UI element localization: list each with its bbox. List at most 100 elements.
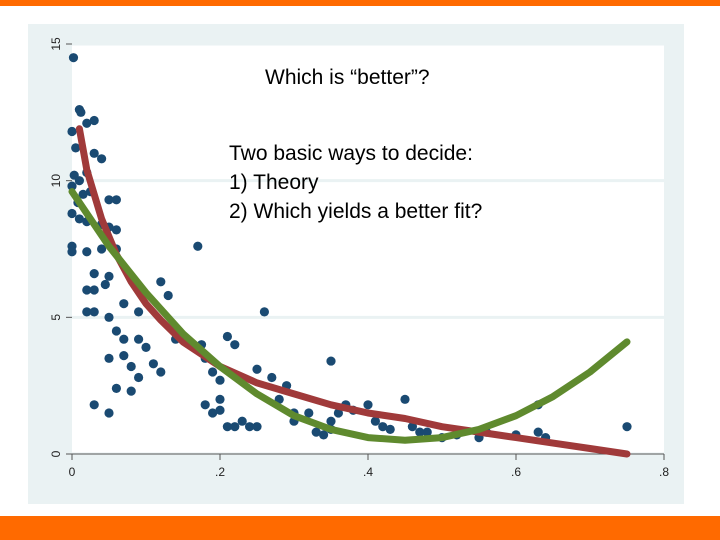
scatter-point xyxy=(89,148,99,158)
scatter-point xyxy=(134,334,144,344)
bullet-line-intro: Two basic ways to decide: xyxy=(229,142,473,165)
scatter-point xyxy=(89,115,99,126)
y-tick-label: 10 xyxy=(49,174,63,188)
x-tick-label: 0 xyxy=(69,465,76,479)
scatter-point xyxy=(100,279,110,290)
scatter-point xyxy=(378,422,388,432)
scatter-point xyxy=(119,334,129,344)
scatter-point xyxy=(156,367,166,377)
scatter-point xyxy=(415,427,425,437)
scatter-point xyxy=(104,195,114,205)
scatter-point xyxy=(311,427,321,437)
scatter-point xyxy=(222,331,232,342)
scatter-point xyxy=(104,353,114,363)
plot-area xyxy=(72,44,664,454)
scatter-point xyxy=(111,225,121,235)
scatter-point xyxy=(119,299,129,309)
scatter-point xyxy=(111,383,121,393)
scatter-point xyxy=(407,422,417,432)
scatter-point xyxy=(259,307,269,317)
fit-curves xyxy=(68,125,631,458)
scatter-point xyxy=(222,422,232,432)
scatter-point xyxy=(230,340,240,350)
scatter-point xyxy=(104,271,114,281)
scatter-point xyxy=(215,405,225,415)
scatter-point xyxy=(252,422,262,432)
scatter-point xyxy=(267,372,277,383)
bullet-line-fit: 2) Which yields a better fit? xyxy=(229,200,483,223)
question-text: Which is “better”? xyxy=(265,66,430,89)
scatter-point xyxy=(67,247,77,257)
scatter-point xyxy=(363,400,373,410)
scatter-plot: 0 5 10 15 0 .2 .4 .6 .8 xyxy=(28,24,684,504)
x-tick-label: .4 xyxy=(363,465,373,479)
scatter-point xyxy=(74,176,84,186)
scatter-point xyxy=(193,241,203,251)
scatter-point xyxy=(141,342,151,352)
scatter-point xyxy=(97,154,107,164)
scatter-point xyxy=(370,416,380,426)
x-tick-label: .2 xyxy=(215,465,225,479)
scatter-point xyxy=(230,422,240,432)
scatter-point xyxy=(163,290,173,301)
scatter-point xyxy=(89,307,99,317)
scatter-point xyxy=(134,307,144,317)
y-tick-label: 15 xyxy=(49,37,63,51)
scatter-point xyxy=(215,375,225,385)
scatter-point xyxy=(156,277,166,287)
scatter-point xyxy=(82,247,92,257)
scatter-point xyxy=(319,430,329,440)
top-accent-bar xyxy=(0,0,720,6)
scatter-point xyxy=(385,424,395,434)
scatter-point xyxy=(89,269,99,279)
bullet-text: Two basic ways to decide: 1) Theory 2) W… xyxy=(229,139,482,226)
scatter-point xyxy=(89,400,99,410)
scatter-point xyxy=(215,394,225,404)
scatter-point xyxy=(82,118,92,128)
scatter-point xyxy=(82,285,92,295)
scatter-point xyxy=(333,408,343,418)
scatter-point xyxy=(104,312,114,322)
scatter-point xyxy=(422,427,432,437)
scatter-point xyxy=(82,307,92,317)
scatter-point xyxy=(533,427,543,437)
scatter-point xyxy=(148,359,158,369)
scatter-point xyxy=(208,408,218,418)
scatter-point xyxy=(111,195,121,205)
scatter-point xyxy=(67,208,77,219)
scatter-point xyxy=(78,189,88,199)
scatter-point xyxy=(400,394,410,404)
scatter-point xyxy=(237,416,247,426)
scatter-point xyxy=(208,367,218,377)
y-tick-label: 5 xyxy=(49,314,63,321)
scatter-point xyxy=(67,181,77,191)
scatter-point xyxy=(71,143,81,153)
scatter-point xyxy=(304,408,314,418)
scatter-point xyxy=(326,416,336,426)
scatter-point xyxy=(134,372,144,383)
scatter-point xyxy=(76,107,86,117)
x-tick-label: .8 xyxy=(659,465,669,479)
scatter-point xyxy=(89,285,99,295)
scatter-point xyxy=(74,214,84,224)
scatter-point xyxy=(245,422,255,432)
x-tick-label: .6 xyxy=(511,465,521,479)
scatter-point xyxy=(119,351,129,361)
y-tick-label: 0 xyxy=(49,450,63,457)
scatter-point xyxy=(126,386,136,396)
scatter-point xyxy=(68,53,79,63)
scatter-point xyxy=(126,361,136,372)
scatter-point xyxy=(326,356,336,366)
bullet-line-theory: 1) Theory xyxy=(229,171,319,194)
green-quadratic-curve xyxy=(68,188,631,444)
scatter-point xyxy=(97,244,107,254)
scatter-point xyxy=(67,126,77,137)
scatter-point xyxy=(200,400,210,410)
scatter-point xyxy=(252,364,262,374)
scatter-point xyxy=(622,422,632,432)
bottom-accent-bar xyxy=(0,516,720,540)
chart: 0 5 10 15 0 .2 .4 .6 .8 xyxy=(28,24,684,504)
scatter-point xyxy=(111,326,121,336)
axes: 0 5 10 15 0 .2 .4 .6 .8 xyxy=(49,37,669,479)
scatter-point xyxy=(104,408,114,418)
